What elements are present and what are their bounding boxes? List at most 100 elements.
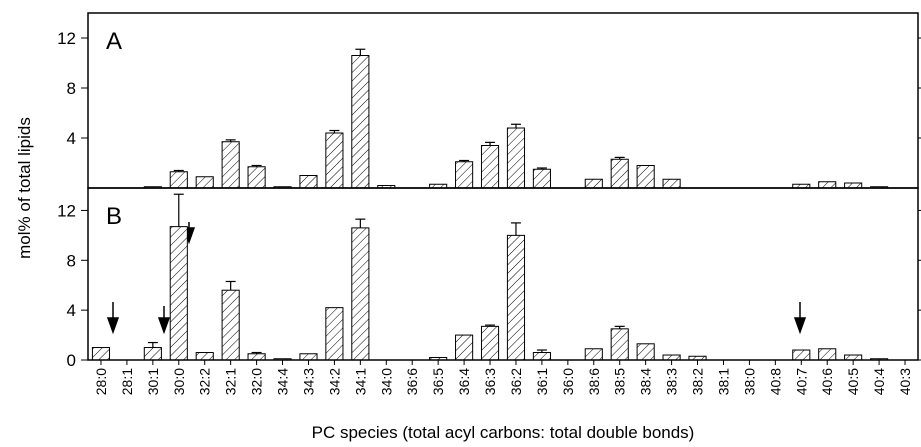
error-bar bbox=[329, 129, 340, 133]
bar bbox=[221, 289, 240, 361]
x-tick-label: 32:0 bbox=[249, 368, 265, 395]
x-tick-label: 36:0 bbox=[560, 368, 576, 395]
y-tick-label: 12 bbox=[57, 201, 76, 220]
bar bbox=[584, 348, 603, 361]
error-bar bbox=[147, 341, 158, 348]
bar bbox=[506, 127, 526, 189]
x-tick-label: 36:3 bbox=[482, 368, 498, 395]
bar bbox=[221, 141, 240, 189]
arrows bbox=[106, 222, 807, 335]
x-tick-label: 38:6 bbox=[586, 368, 602, 395]
error-bar bbox=[510, 123, 521, 128]
error-bar bbox=[225, 280, 236, 291]
x-tick-label: 34:2 bbox=[326, 368, 342, 395]
x-tick-label: 34:3 bbox=[300, 368, 316, 395]
panel-label: B bbox=[106, 203, 122, 230]
error-bar bbox=[485, 324, 496, 327]
x-tick-label: 30:0 bbox=[171, 368, 187, 395]
error-bar bbox=[355, 48, 366, 56]
bar bbox=[818, 348, 837, 361]
bar bbox=[636, 165, 655, 189]
bar bbox=[455, 161, 474, 189]
bar bbox=[91, 347, 111, 361]
bar bbox=[195, 352, 214, 361]
x-tick-label: 32:1 bbox=[223, 368, 239, 395]
bar bbox=[610, 158, 629, 189]
x-tick-label: 40:5 bbox=[845, 368, 861, 395]
x-tick-label: 38:4 bbox=[638, 368, 654, 395]
bar bbox=[169, 226, 188, 361]
x-axis-label: PC species (total acyl carbons: total do… bbox=[312, 423, 695, 442]
error-bar bbox=[536, 349, 547, 353]
x-tick-label: 40:6 bbox=[819, 368, 835, 395]
y-tick-label: 8 bbox=[67, 79, 76, 98]
error-bar bbox=[510, 222, 521, 236]
x-tick-label: 36:6 bbox=[404, 368, 420, 395]
bar bbox=[455, 334, 474, 361]
x-tick-label: 28:0 bbox=[93, 368, 109, 395]
bar bbox=[584, 178, 603, 189]
x-tick-label: 38:0 bbox=[741, 368, 757, 395]
error-bar bbox=[459, 159, 470, 162]
x-tick-label: 40:8 bbox=[767, 368, 783, 395]
x-tick-label: 36:4 bbox=[456, 368, 472, 395]
bar bbox=[610, 328, 629, 361]
bar bbox=[532, 168, 551, 189]
error-bar bbox=[485, 141, 496, 146]
error-bar bbox=[251, 164, 262, 167]
bar bbox=[325, 307, 344, 361]
bar bbox=[325, 132, 344, 189]
x-tick-label: 40:7 bbox=[793, 368, 809, 395]
x-tick-label: 32:2 bbox=[197, 368, 213, 395]
x-tick-label: 38:1 bbox=[715, 368, 731, 395]
bar bbox=[351, 55, 370, 189]
panel-frame bbox=[87, 187, 919, 361]
x-tick-label: 28:1 bbox=[119, 368, 135, 395]
y-tick-label: 12 bbox=[57, 29, 76, 48]
x-tick-label: 34:4 bbox=[275, 368, 291, 395]
error-bar bbox=[614, 325, 625, 329]
panel-label: A bbox=[106, 28, 122, 55]
error-bar bbox=[355, 218, 366, 228]
error-bar bbox=[536, 167, 547, 170]
error-bar bbox=[225, 139, 236, 142]
bar bbox=[195, 176, 214, 189]
bar bbox=[506, 234, 526, 361]
bar bbox=[299, 175, 318, 189]
x-tick-label: 30:1 bbox=[145, 368, 161, 395]
x-tick-label: 40:3 bbox=[897, 368, 913, 395]
y-axis-label: mol% of total lipids bbox=[15, 117, 34, 259]
x-tick-label: 38:5 bbox=[612, 368, 628, 395]
y-tick-label: 4 bbox=[67, 301, 76, 320]
error-bar bbox=[173, 193, 184, 227]
error-bar bbox=[173, 169, 184, 172]
error-bar bbox=[251, 351, 262, 354]
x-tick-label: 34:0 bbox=[378, 368, 394, 395]
y-tick-label: 4 bbox=[67, 129, 76, 148]
y-tick-label: 8 bbox=[67, 251, 76, 270]
bar bbox=[247, 353, 266, 361]
bar bbox=[818, 181, 837, 189]
bar bbox=[351, 227, 370, 361]
panel-frame bbox=[87, 12, 919, 189]
x-tick-label: 36:1 bbox=[534, 368, 550, 395]
bar bbox=[299, 353, 318, 361]
x-tick-label: 34:1 bbox=[352, 368, 368, 395]
bar bbox=[247, 166, 266, 189]
bar bbox=[143, 347, 162, 361]
x-tick-label: 38:3 bbox=[664, 368, 680, 395]
y-tick-label: 0 bbox=[67, 351, 76, 370]
bar bbox=[792, 349, 811, 361]
bar bbox=[480, 145, 500, 189]
x-tick-label: 36:5 bbox=[430, 368, 446, 395]
bar bbox=[169, 171, 188, 189]
error-bar bbox=[614, 156, 625, 160]
bar bbox=[636, 343, 655, 361]
x-tick-label: 38:2 bbox=[690, 368, 706, 395]
bar bbox=[532, 352, 551, 361]
x-tick-label: 40:4 bbox=[871, 368, 887, 395]
x-tick-label: 36:2 bbox=[508, 368, 524, 395]
bar bbox=[662, 178, 681, 189]
